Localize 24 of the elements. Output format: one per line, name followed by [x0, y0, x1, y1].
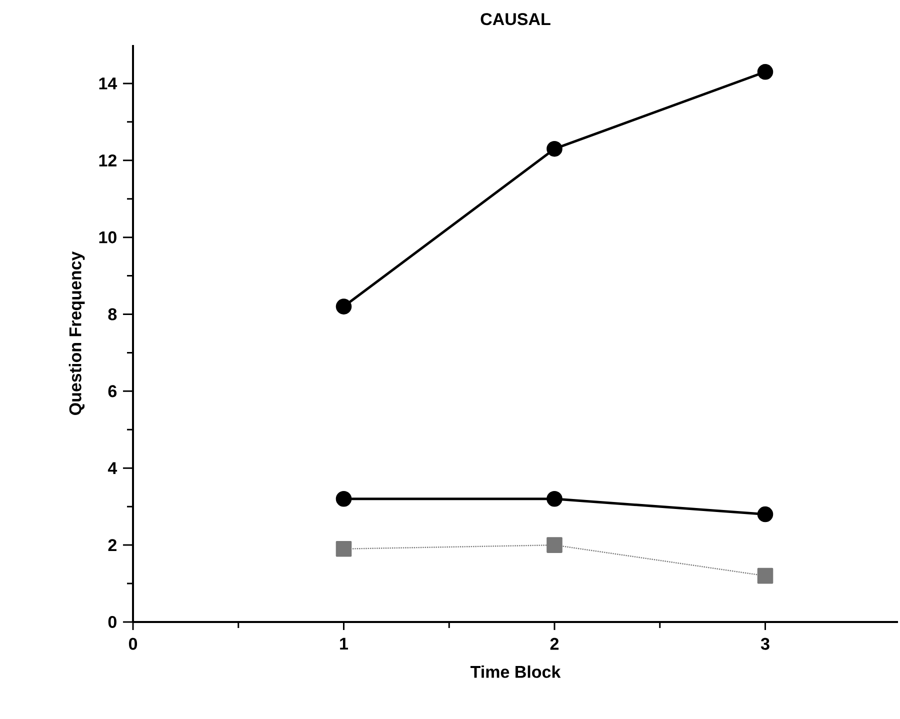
point	[757, 506, 774, 522]
point	[546, 140, 562, 157]
y-tick-label: 4	[108, 462, 118, 474]
y-tick-label: 8	[108, 308, 117, 320]
x-tick-label: 2	[550, 638, 559, 650]
x-tick-label: 3	[760, 638, 770, 650]
x-axis-title: Time Block	[470, 665, 561, 678]
y-tick-label: 2	[108, 539, 116, 551]
point	[546, 490, 562, 507]
y-tick-label: 12	[99, 154, 116, 166]
y-tick-label: 6	[108, 385, 117, 398]
point	[336, 541, 352, 557]
point	[757, 64, 774, 80]
point	[336, 490, 352, 507]
y-tick-label: 10	[99, 231, 116, 244]
point	[757, 568, 774, 584]
y-tick-label: 0	[108, 616, 116, 628]
y-axis-title: Question Frequency	[68, 251, 85, 415]
point	[546, 537, 562, 553]
chart-title: CAUSAL	[480, 13, 550, 26]
point	[336, 298, 352, 314]
x-tick-label: 1	[340, 638, 348, 650]
y-tick-label: 14	[99, 78, 118, 90]
x-tick-label: 0	[128, 638, 138, 650]
